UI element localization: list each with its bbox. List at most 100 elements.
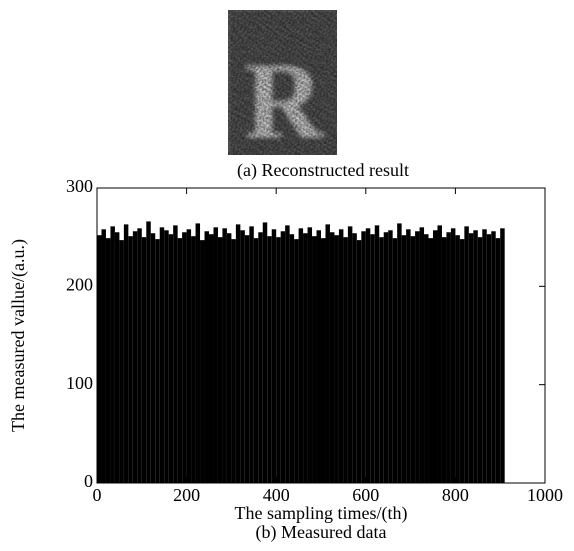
x-tick-label: 400 [263,485,290,505]
bar [186,229,192,483]
bar [374,225,380,483]
bar [477,237,483,483]
bar [303,233,308,483]
bar [191,236,196,483]
bar [329,232,335,483]
bar [182,232,187,483]
bar [450,228,456,483]
bar [495,238,501,483]
bar [482,229,487,483]
bar [441,237,447,483]
bar [388,230,393,483]
y-tick-label: 100 [66,373,93,393]
bar [468,233,474,483]
y-axis-label: The measured vallue/(a.u.) [8,239,29,432]
bar [325,224,330,483]
bar [424,234,429,483]
bar [491,231,496,483]
bar [137,228,142,483]
x-tick-label: 1000 [527,485,563,505]
bar [209,234,214,483]
bar [446,232,451,483]
bar [294,239,299,483]
bar [114,232,120,483]
bar [173,225,178,483]
bar [249,226,254,483]
bar [352,233,357,483]
bar [195,223,201,483]
bar [141,237,147,483]
bar [132,231,138,483]
bar [204,231,209,483]
y-tick-label: 0 [84,471,93,491]
bar [289,234,295,483]
bar [177,238,183,483]
bar [433,230,438,483]
plot: 0 100 200 300 0 200 400 600 800 1000 The sampling … [8,176,563,543]
bar [401,235,407,483]
bar [406,229,411,483]
plot-frame [96,187,546,484]
bar [307,227,313,483]
bar [410,236,416,483]
bar [285,225,290,483]
bar [338,229,344,483]
bar [276,237,281,483]
bar [316,230,321,483]
bar [217,237,223,483]
bar [486,234,492,483]
bar [240,230,245,483]
bar [128,236,133,483]
bar [361,231,366,483]
bar [200,240,205,483]
bar [231,239,236,483]
bar [455,235,460,483]
caption-a: (a) Reconstructed result [237,160,409,181]
bar [500,228,505,483]
bar [419,227,425,483]
bar [262,222,268,483]
bar [150,233,156,483]
bar [110,226,115,483]
y-tick-label: 300 [66,176,93,196]
x-tick-label: 0 [93,485,102,505]
bar [164,230,169,483]
bar [379,237,384,483]
bar [459,239,465,483]
bar [253,238,259,483]
x-axis-label: The sampling times/(th) [235,503,408,524]
bar [312,236,317,483]
bar [258,232,263,483]
x-tick-label: 600 [352,485,379,505]
bar [428,238,433,483]
reconstructed-image: R [228,10,337,155]
bar [397,223,402,483]
bar [370,234,375,483]
bar [334,235,339,483]
bar [392,238,398,483]
bar [356,240,362,483]
bar [155,239,160,483]
x-tick-label: 800 [442,485,469,505]
bar [235,224,241,483]
y-tick-label: 200 [66,274,93,294]
bar [222,228,227,483]
bar [119,240,124,483]
bar [267,236,272,483]
bar [97,235,102,483]
bar [123,224,129,483]
bar [105,238,111,483]
bar [146,221,151,483]
bar [383,232,389,483]
bar [213,227,218,483]
caption-b: (b) Measured data [256,522,387,543]
bar [415,231,420,483]
bar [159,227,165,483]
bar [271,229,277,483]
bar [244,235,250,483]
bar [473,230,478,483]
bar [280,231,286,483]
bar [101,229,106,483]
